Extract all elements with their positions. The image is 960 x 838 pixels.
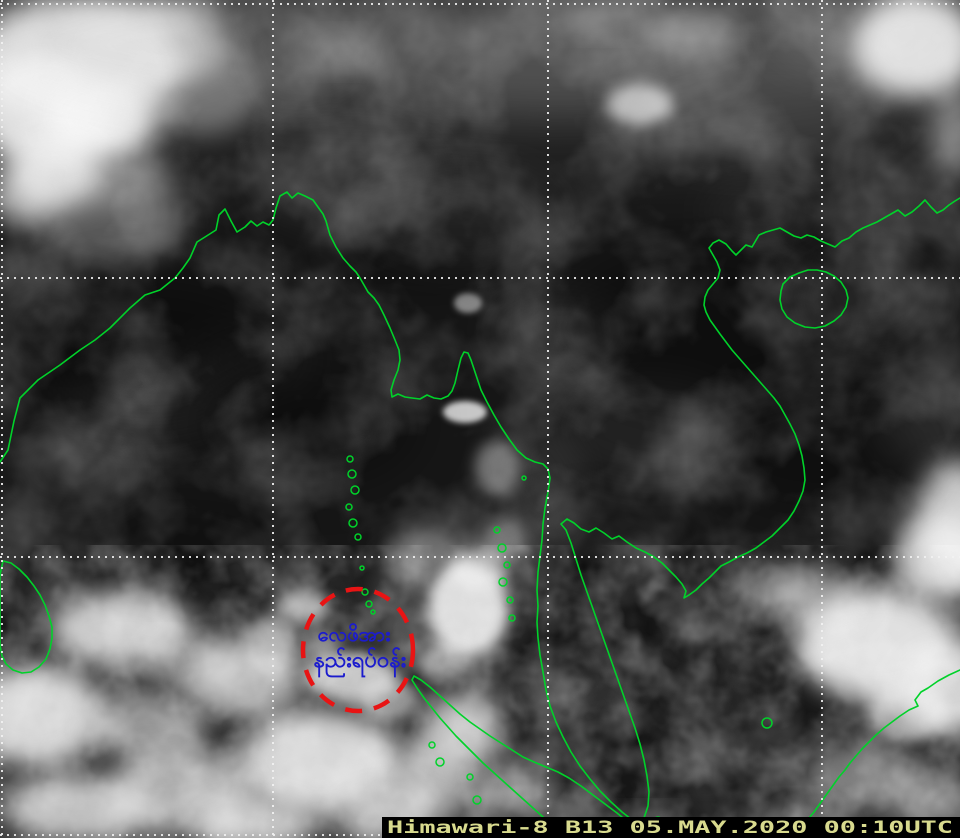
- island-outline: [466, 773, 474, 781]
- island-outline: [503, 561, 511, 569]
- island-outline: [346, 455, 354, 463]
- island-outline: [370, 609, 376, 615]
- island-outline: [359, 565, 365, 571]
- island-outline: [347, 469, 357, 479]
- annotation-text-line1: လေဖိအား: [318, 622, 391, 646]
- island-outline: [345, 503, 353, 511]
- low-pressure-dashed-circle: [300, 586, 416, 714]
- caption-text: Himawari-8 B13 05.MAY.2020 00:10UTC: [387, 818, 953, 838]
- island-outline: [354, 533, 362, 541]
- coastline-asia-mainland: [0, 191, 960, 823]
- caption-bar: Himawari-8 B13 05.MAY.2020 00:10UTC: [382, 817, 960, 838]
- coastline-sumatra: [411, 675, 647, 838]
- annotation-text-line2: နည်းရပ်ဝန်း: [314, 646, 407, 678]
- coastline-sri-lanka: [0, 560, 53, 674]
- island-outline: [365, 600, 373, 608]
- island-outline: [508, 614, 516, 622]
- island-outline: [761, 717, 773, 729]
- coastline-borneo-northwest-coast: [797, 669, 960, 838]
- caption-background: [382, 817, 960, 838]
- island-outline: [435, 757, 445, 767]
- island-outline: [350, 485, 360, 495]
- island-outline: [493, 526, 501, 534]
- island-outline: [497, 543, 507, 553]
- coastline-layer: [0, 191, 960, 838]
- coastline-hainan-island: [779, 269, 849, 329]
- island-outline: [506, 596, 514, 604]
- island-outline: [361, 588, 369, 596]
- island-outline: [498, 577, 508, 587]
- low-pressure-annotation: လေဖိအား နည်းရပ်ဝန်း: [300, 586, 416, 714]
- convective-noise-texture: [0, 545, 960, 838]
- island-outline: [472, 795, 482, 805]
- island-outline: [428, 741, 436, 749]
- island-outline: [521, 475, 527, 481]
- island-outline: [348, 518, 358, 528]
